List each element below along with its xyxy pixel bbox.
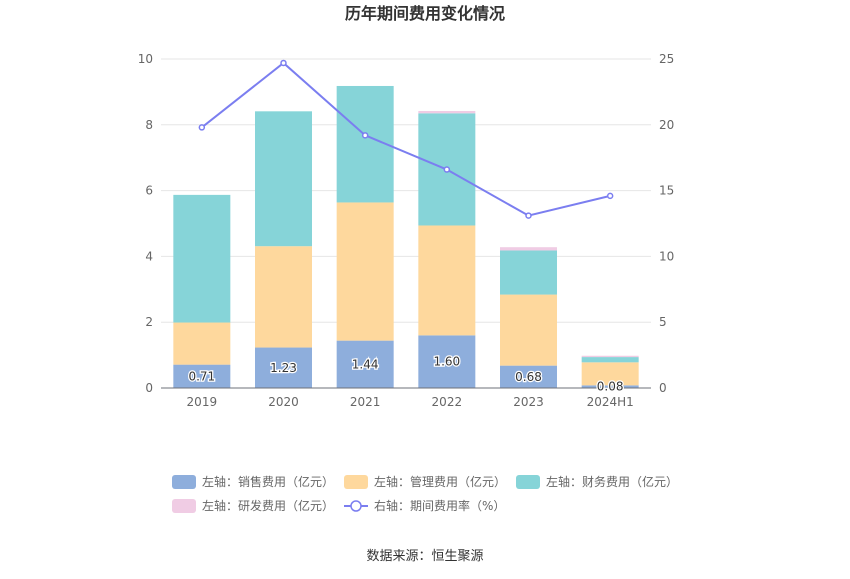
left-tick-label: 8: [145, 118, 153, 132]
bar-segment: [173, 322, 231, 365]
bar-segment: [418, 225, 476, 336]
legend-label: 左轴：销售费用（亿元）: [202, 474, 334, 489]
bar-segment: [418, 335, 476, 388]
legend-label: 右轴：期间费用率（%）: [374, 498, 505, 513]
rate-point: [443, 166, 451, 173]
rate-point: [606, 192, 614, 200]
chart-title: 历年期间费用变化情况: [345, 4, 505, 23]
bar-value-label: 0.68: [515, 370, 542, 384]
bar-segment: [336, 340, 394, 388]
bar-segment: [581, 362, 639, 386]
legend-swatch-marker: [350, 500, 362, 512]
right-tick-label: 20: [659, 118, 674, 132]
legend-swatch: [344, 475, 368, 489]
left-tick-label: 4: [145, 249, 153, 263]
x-tick-label: 2022: [432, 395, 463, 409]
right-tick-label: 15: [659, 184, 674, 198]
bar-value-label: 0.08: [597, 380, 624, 394]
bar-segment: [255, 111, 312, 247]
rate-line-path: [201, 61, 611, 217]
left-tick-label: 10: [138, 52, 153, 66]
bar-segment: [581, 355, 639, 358]
bar-segment: [500, 365, 557, 388]
rate-line: [198, 59, 614, 219]
x-tick-label: 2019: [187, 395, 218, 409]
bar-segment: [500, 247, 557, 251]
x-tick-label: 2024H1: [587, 395, 634, 409]
rate-point: [525, 212, 532, 219]
left-tick-label: 6: [145, 184, 153, 198]
bar-segment: [418, 110, 476, 114]
legend-swatch: [172, 475, 196, 489]
x-tick-label: 2020: [268, 395, 299, 409]
left-tick-label: 0: [145, 381, 153, 395]
data-labels: 0.71 1.23 1.44 1.60 0.68 0.08: [187, 353, 625, 395]
bar-segment: [255, 347, 312, 388]
legend-label: 左轴：管理费用（亿元）: [374, 474, 506, 489]
bar-value-label: 1.23: [270, 361, 297, 375]
x-tick-label: 2021: [350, 395, 381, 409]
legend-label: 左轴：研发费用（亿元）: [202, 498, 334, 513]
bar-segment: [255, 246, 312, 348]
gridlines: [161, 58, 651, 323]
rate-point: [198, 124, 206, 131]
bar-segment: [173, 194, 231, 323]
right-tick-label: 10: [659, 249, 674, 263]
legend: 左轴：销售费用（亿元） 左轴：管理费用（亿元） 左轴：财务费用（亿元） 左轴：研发费用…: [172, 474, 678, 513]
bar-segment: [500, 250, 557, 295]
source-note: 数据来源：恒生聚源: [366, 549, 483, 564]
right-tick-label: 25: [659, 52, 674, 66]
bar-segment: [581, 385, 639, 388]
bars: [173, 85, 639, 388]
bar-value-label: 0.71: [188, 369, 215, 383]
right-tick-label: 5: [659, 315, 667, 329]
bar-value-label: 1.60: [433, 355, 460, 369]
left-tick-label: 2: [145, 315, 153, 329]
bar-segment: [336, 202, 394, 341]
right-tick-label: 0: [659, 381, 667, 395]
rate-point: [280, 59, 287, 67]
bar-value-label: 1.44: [352, 357, 379, 371]
bar-segment: [500, 294, 557, 366]
x-tick-label: 2023: [513, 395, 544, 409]
axes: 0 2 4 6 8 10 0 5 10 15 20 25 2019 2020 2021 2022 2023 202…: [138, 52, 675, 409]
legend-label: 左轴：财务费用（亿元）: [546, 474, 678, 489]
rate-point: [361, 132, 369, 139]
legend-swatch: [172, 499, 196, 513]
bar-segment: [581, 357, 639, 363]
legend-swatch: [516, 475, 540, 489]
bar-segment: [173, 364, 231, 388]
